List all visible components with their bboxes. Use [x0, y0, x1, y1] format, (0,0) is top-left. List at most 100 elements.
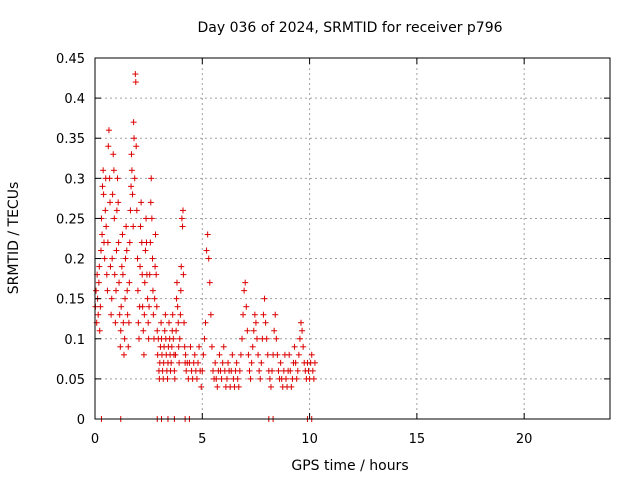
data-point	[168, 359, 175, 366]
data-point	[174, 303, 181, 310]
data-point	[109, 191, 116, 198]
data-point	[181, 343, 188, 350]
data-point	[120, 351, 127, 358]
data-point	[300, 343, 307, 350]
data-point	[219, 359, 226, 366]
data-point	[263, 335, 270, 342]
data-point	[152, 231, 159, 238]
data-point	[96, 263, 103, 270]
data-point	[129, 191, 136, 198]
data-point	[105, 143, 112, 150]
data-point	[241, 287, 248, 294]
data-point	[146, 303, 153, 310]
data-point	[97, 303, 104, 310]
data-point	[119, 231, 126, 238]
data-point	[145, 335, 152, 342]
data-point	[287, 367, 294, 374]
data-point	[137, 223, 144, 230]
data-point	[118, 303, 125, 310]
data-point	[275, 367, 282, 374]
data-point	[119, 271, 126, 278]
data-point	[207, 311, 214, 318]
data-point	[205, 255, 212, 262]
data-point	[203, 247, 210, 254]
data-point	[288, 383, 295, 390]
data-point	[262, 319, 269, 326]
data-point	[109, 255, 116, 262]
data-point	[101, 255, 108, 262]
y-tick-label: 0.05	[56, 373, 85, 388]
y-tick-label: 0.35	[56, 132, 85, 147]
data-point	[208, 343, 215, 350]
axis-ticks: 0 0.05 0.1 0.15 0.2 0.25 0.3 0.35 0.4 0.45 0 5 10 15 2…	[56, 52, 610, 447]
data-point	[124, 287, 131, 294]
data-point	[234, 375, 241, 382]
y-tick-label: 0	[77, 413, 85, 428]
data-point	[99, 231, 106, 238]
data-point	[178, 215, 185, 222]
data-point	[178, 263, 185, 270]
data-point	[121, 335, 128, 342]
data-point	[139, 303, 146, 310]
data-point	[172, 351, 179, 358]
data-point	[169, 311, 176, 318]
data-point	[148, 175, 155, 182]
data-point	[182, 351, 189, 358]
data-point	[212, 359, 219, 366]
data-point	[122, 295, 129, 302]
data-point	[111, 215, 118, 222]
data-point	[177, 311, 184, 318]
data-point	[245, 351, 252, 358]
data-point	[113, 247, 120, 254]
y-tick-label: 0.15	[56, 293, 85, 308]
data-point	[150, 311, 157, 318]
data-point	[210, 367, 217, 374]
data-point	[168, 343, 175, 350]
data-point	[104, 239, 111, 246]
data-point	[286, 351, 293, 358]
data-point	[223, 375, 230, 382]
data-point	[110, 167, 117, 174]
data-point	[95, 311, 102, 318]
y-tick-label: 0.45	[56, 52, 85, 67]
data-point	[134, 255, 141, 262]
data-point	[140, 327, 147, 334]
data-point	[237, 351, 244, 358]
data-point	[141, 279, 148, 286]
x-tick-label: 5	[198, 432, 206, 447]
x-axis-label: GPS time / hours	[291, 458, 408, 474]
data-point	[123, 223, 130, 230]
data-point	[214, 383, 221, 390]
data-point	[164, 375, 171, 382]
data-point	[117, 327, 124, 334]
data-point	[142, 247, 149, 254]
data-point	[216, 351, 223, 358]
y-tick-label: 0.2	[64, 253, 85, 268]
data-point	[261, 295, 268, 302]
data-point	[125, 343, 132, 350]
data-point	[103, 223, 110, 230]
data-point	[251, 311, 258, 318]
data-point	[277, 359, 284, 366]
data-point	[296, 335, 303, 342]
data-point	[113, 287, 120, 294]
data-point	[271, 327, 278, 334]
data-point	[292, 359, 299, 366]
data-point	[138, 199, 145, 206]
data-point	[170, 335, 177, 342]
data-point	[213, 375, 220, 382]
data-point	[176, 335, 183, 342]
data-point	[206, 279, 213, 286]
data-point	[177, 287, 184, 294]
data-point	[149, 255, 156, 262]
data-point	[131, 175, 138, 182]
data-point	[274, 351, 281, 358]
data-point	[238, 335, 245, 342]
data-point	[183, 367, 190, 374]
data-point	[107, 263, 114, 270]
data-point	[124, 311, 131, 318]
data-point	[260, 311, 267, 318]
data-point	[120, 319, 127, 326]
data-point	[116, 311, 123, 318]
data-point	[149, 287, 156, 294]
